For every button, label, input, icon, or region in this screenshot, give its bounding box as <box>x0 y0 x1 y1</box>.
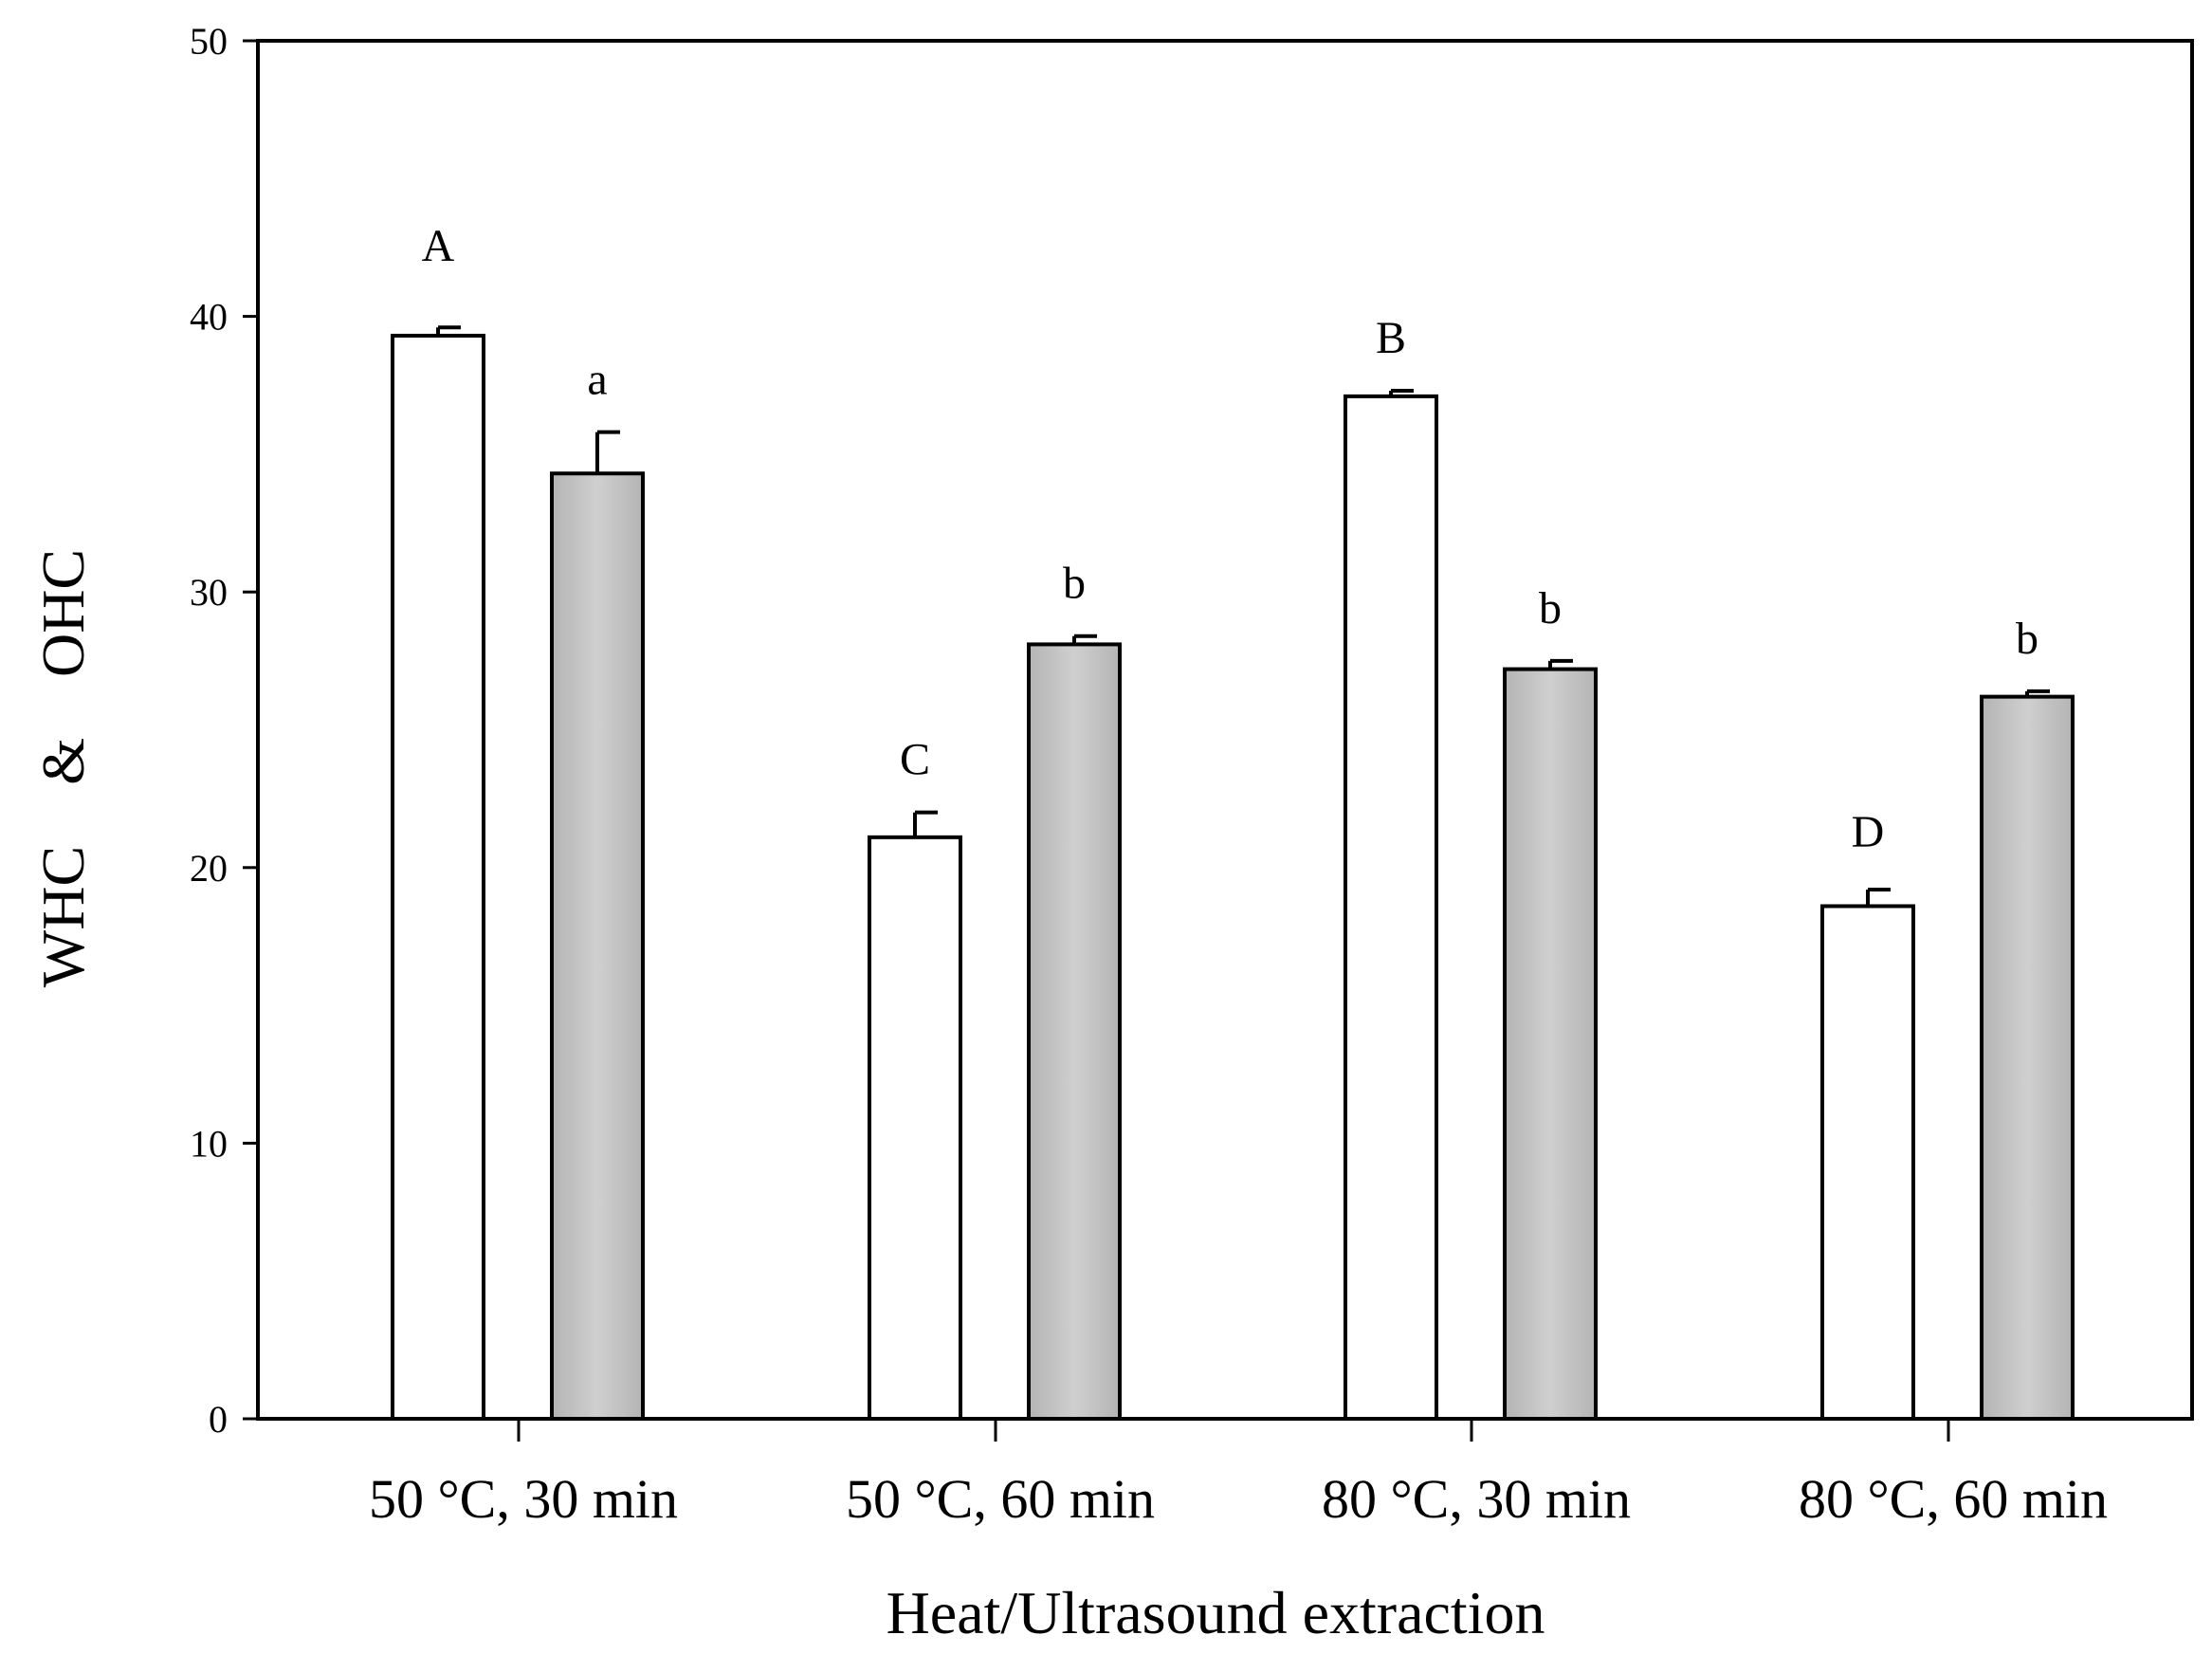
bar-ohc-4 <box>1980 694 2075 1421</box>
y-tick-label: 20 <box>190 847 228 890</box>
y-tick-label: 30 <box>190 571 228 614</box>
y-tick-label: 50 <box>190 20 228 63</box>
bar-ohc-3 <box>1503 667 1598 1421</box>
significance-label: b <box>2016 614 2038 664</box>
plot-frame <box>256 39 2194 1421</box>
y-tick-label: 0 <box>209 1398 228 1441</box>
x-tick-label: 50 °C, 60 min <box>846 1468 1155 1530</box>
bar-ohc-1 <box>550 471 645 1421</box>
x-axis-title: Heat/Ultrasound extraction <box>887 1579 1545 1646</box>
y-tick-label: 10 <box>190 1122 228 1165</box>
significance-label: A <box>422 221 455 271</box>
significance-label: D <box>1852 807 1885 857</box>
bar-ohc-2 <box>1027 642 1122 1421</box>
bar-whc-2 <box>868 835 962 1421</box>
bar-whc-4 <box>1820 904 1915 1421</box>
significance-label: a <box>587 355 607 405</box>
significance-label: C <box>900 735 930 785</box>
y-axis-title: WHC & OHC <box>29 549 97 987</box>
x-axis: 50 °C, 30 min 50 °C, 60 min 80 °C, 30 min 8… <box>369 1419 2108 1530</box>
bar-whc-1 <box>391 333 485 1421</box>
x-tick-label: 80 °C, 30 min <box>1322 1468 1631 1530</box>
x-tick-label: 50 °C, 30 min <box>369 1468 678 1530</box>
y-tick-label: 40 <box>190 296 228 339</box>
significance-label: B <box>1376 313 1406 363</box>
bars-group: A C B Da b b b <box>391 221 2075 1421</box>
significance-label: b <box>1063 559 1086 609</box>
x-tick-label: 80 °C, 60 min <box>1799 1468 2108 1530</box>
bar-whc-3 <box>1344 394 1438 1421</box>
significance-label: b <box>1539 583 1562 634</box>
y-axis: 0 10 20 30 40 50 <box>190 20 258 1441</box>
